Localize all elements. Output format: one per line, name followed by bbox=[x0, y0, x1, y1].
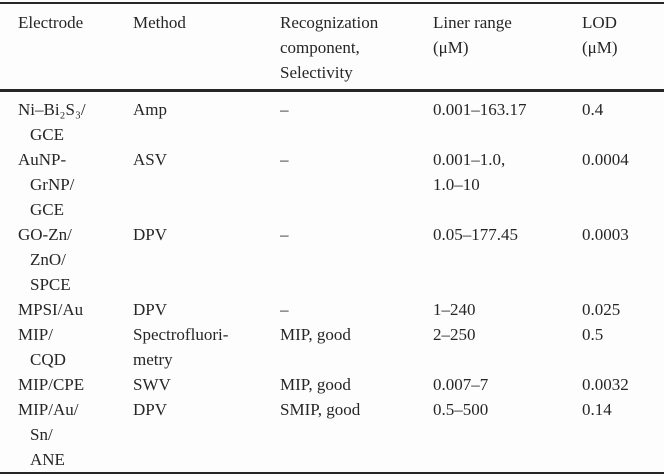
cell-linear-range: 0.007–7 bbox=[433, 375, 489, 394]
cell-lod: 0.025 bbox=[582, 300, 621, 319]
cell-method: DPV bbox=[133, 400, 168, 419]
cell-method: DPV bbox=[133, 300, 168, 319]
table-body: Ni–Bi₂S₃/ GCE Amp – 0.001–163.17 0.4 AuN… bbox=[0, 91, 664, 474]
table-row: MIP/CPE SWV MIP, good 0.007–7 0.0032 bbox=[0, 372, 664, 397]
cell-electrode: MIP/CPE bbox=[18, 375, 85, 394]
cell-linear-range: 0.001–163.17 bbox=[433, 100, 527, 119]
cell-electrode: MIP/ CQD bbox=[18, 325, 66, 369]
table-row: Ni–Bi₂S₃/ GCE Amp – 0.001–163.17 0.4 bbox=[0, 91, 664, 148]
col-header-electrode: Electrode bbox=[0, 3, 133, 92]
cell-linear-range: 0.05–177.45 bbox=[433, 225, 518, 244]
col-header-recognition: Recognization component, Selectivity bbox=[280, 3, 433, 92]
cell-recognition: – bbox=[280, 100, 289, 119]
table-row: MPSI/Au DPV – 1–240 0.025 bbox=[0, 297, 664, 322]
cell-method: DPV bbox=[133, 225, 168, 244]
cell-recognition: MIP, good bbox=[280, 375, 351, 394]
cell-recognition: – bbox=[280, 300, 289, 319]
cell-lod: 0.14 bbox=[582, 400, 612, 419]
cell-electrode: GO-Zn/ ZnO/ SPCE bbox=[18, 225, 72, 294]
table-header: Electrode Method Recognization component… bbox=[0, 3, 664, 92]
table-row: MIP/ CQD Spectrofluori- metry MIP, good … bbox=[0, 322, 664, 372]
cell-recognition: MIP, good bbox=[280, 325, 351, 344]
col-header-linear-range: Liner range (μM) bbox=[433, 3, 582, 92]
cell-lod: 0.5 bbox=[582, 325, 604, 344]
cell-recognition: – bbox=[280, 150, 289, 169]
col-header-method: Method bbox=[133, 3, 280, 92]
cell-method: ASV bbox=[133, 150, 168, 169]
table-row: AuNP- GrNP/ GCE ASV – 0.001–1.0, 1.0–10 … bbox=[0, 147, 664, 222]
cell-method: Amp bbox=[133, 100, 167, 119]
table-row: MIP/Au/ Sn/ ANE DPV SMIP, good 0.5–500 0… bbox=[0, 397, 664, 474]
cell-lod: 0.4 bbox=[582, 100, 604, 119]
cell-electrode: MPSI/Au bbox=[18, 300, 84, 319]
cell-recognition: – bbox=[280, 225, 289, 244]
cell-linear-range: 2–250 bbox=[433, 325, 476, 344]
cell-electrode: Ni–Bi₂S₃/ GCE bbox=[18, 100, 86, 144]
col-header-lod: LOD (μM) bbox=[582, 3, 664, 92]
header-row: Electrode Method Recognization component… bbox=[0, 3, 664, 92]
cell-method: Spectrofluori- metry bbox=[133, 325, 229, 369]
cell-lod: 0.0032 bbox=[582, 375, 629, 394]
cell-lod: 0.0004 bbox=[582, 150, 629, 169]
cell-electrode: AuNP- GrNP/ GCE bbox=[18, 150, 75, 219]
cell-electrode: MIP/Au/ Sn/ ANE bbox=[18, 400, 79, 469]
cell-lod: 0.0003 bbox=[582, 225, 629, 244]
cell-linear-range: 1–240 bbox=[433, 300, 476, 319]
table-row: GO-Zn/ ZnO/ SPCE DPV – 0.05–177.45 0.000… bbox=[0, 222, 664, 297]
cell-recognition: SMIP, good bbox=[280, 400, 361, 419]
cell-method: SWV bbox=[133, 375, 171, 394]
cell-linear-range: 0.5–500 bbox=[433, 400, 489, 419]
cell-linear-range: 0.001–1.0, 1.0–10 bbox=[433, 150, 506, 194]
